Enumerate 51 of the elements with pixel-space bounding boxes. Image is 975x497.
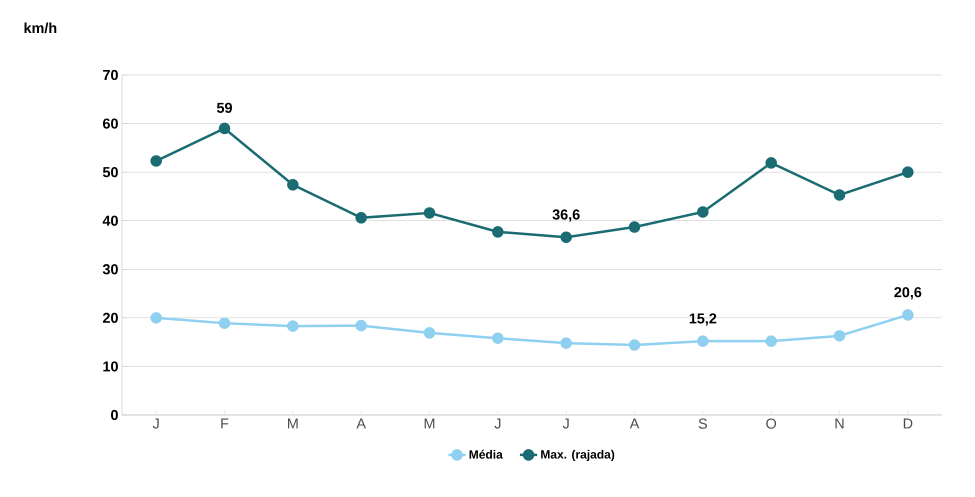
point (424, 207, 436, 219)
point (697, 335, 709, 347)
point (218, 317, 230, 329)
y-tick-label: 40 (102, 216, 118, 226)
x-tick-label: A (356, 418, 366, 428)
x-tick-label: M (288, 418, 298, 428)
point (765, 157, 777, 169)
point (287, 320, 299, 332)
point (355, 320, 367, 332)
x-tick-label: J (562, 418, 569, 429)
point (150, 312, 162, 324)
point (765, 335, 777, 347)
x-tick-label: A (630, 418, 640, 428)
x-tick-label: F (221, 418, 228, 428)
point (834, 189, 846, 201)
x-tick-label: J (494, 418, 500, 429)
point (902, 166, 914, 178)
point (492, 332, 504, 344)
data-label: 36,6 (552, 209, 580, 222)
y-tick-label: 0 (111, 410, 118, 420)
x-tick-label: N (835, 418, 844, 428)
point (628, 339, 640, 351)
y-tick-label: 50 (102, 167, 118, 178)
data-label: 20,6 (894, 287, 922, 300)
point (560, 337, 572, 349)
point (150, 155, 162, 167)
point (424, 327, 436, 339)
data-label: 59 (216, 102, 232, 113)
point (492, 226, 504, 238)
point (287, 179, 299, 191)
data-label: 15,2 (690, 313, 716, 326)
y-tick-label: 60 (102, 118, 118, 129)
y-tick-label: 10 (103, 361, 118, 372)
point (902, 309, 914, 321)
x-tick-label: D (904, 418, 912, 428)
point (560, 231, 572, 243)
y-tick-label: 20 (102, 312, 118, 323)
point (697, 206, 709, 218)
legend-label: Max. (rajada) (541, 450, 614, 462)
point (355, 212, 367, 224)
point (834, 330, 846, 342)
x-tick-label: O (766, 418, 776, 429)
y-tick-label: 30 (102, 264, 118, 274)
x-tick-label: S (698, 418, 707, 429)
x-tick-label: J (152, 418, 159, 429)
point (218, 122, 230, 134)
point (628, 221, 640, 233)
x-tick-label: M (424, 418, 434, 428)
y-axis-title: km/h (24, 22, 56, 34)
legend-label: Média (470, 450, 503, 459)
y-tick-label: 70 (103, 70, 118, 80)
